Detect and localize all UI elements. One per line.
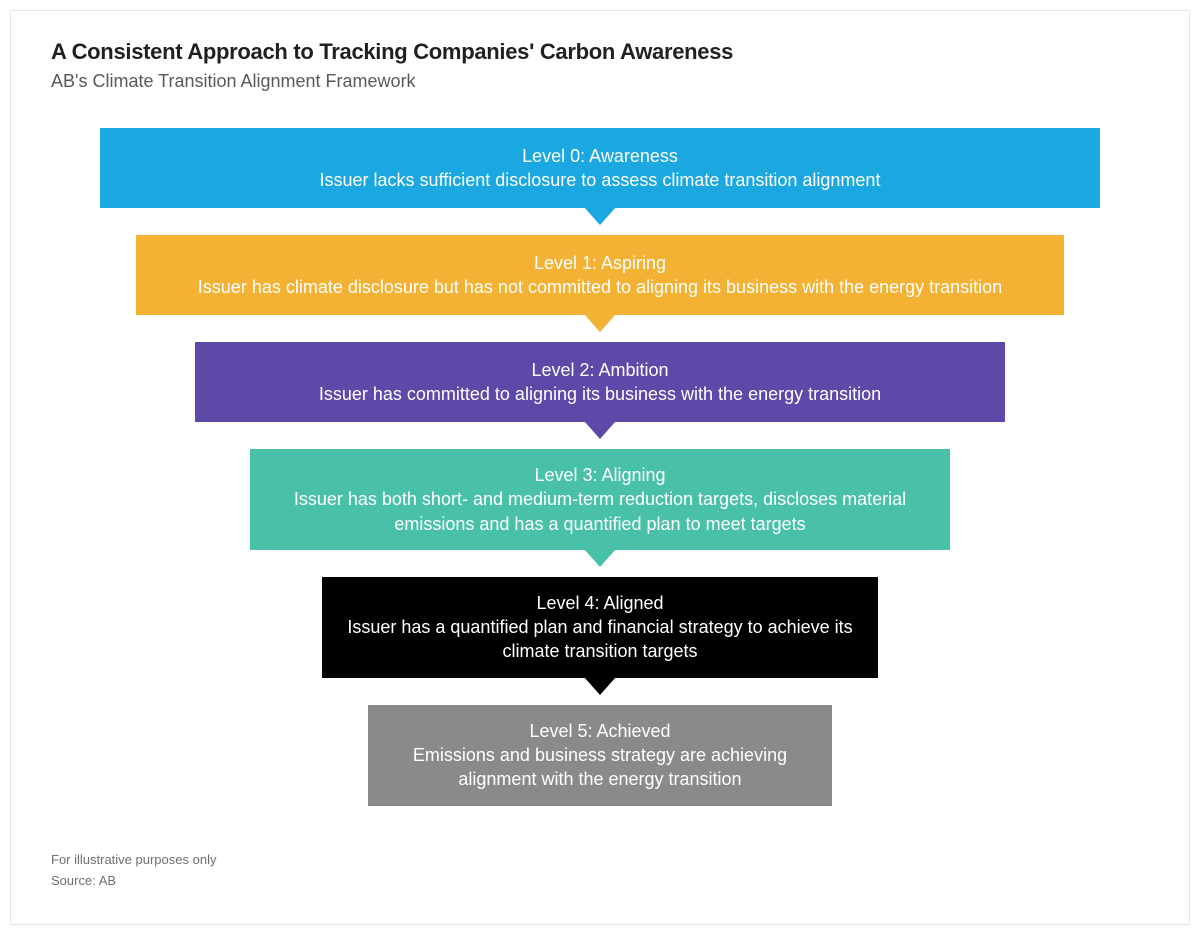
canvas: A Consistent Approach to Tracking Compan… — [0, 0, 1200, 935]
funnel-arrow-icon — [584, 549, 616, 567]
funnel-stage-description: Issuer has committed to aligning its bus… — [219, 382, 981, 406]
funnel-stage-level-4: Level 4: AlignedIssuer has a quantified … — [322, 577, 878, 678]
funnel-stage-description: Issuer has climate disclosure but has no… — [160, 275, 1040, 299]
chart-title: A Consistent Approach to Tracking Compan… — [51, 39, 1149, 65]
funnel-stage-level-1: Level 1: AspiringIssuer has climate disc… — [136, 235, 1064, 315]
funnel-stage-description: Issuer has a quantified plan and financi… — [346, 615, 854, 664]
funnel-arrow-icon — [584, 314, 616, 332]
funnel-stage-level-label: Level 2: Ambition — [219, 358, 981, 382]
funnel-stage-level-label: Level 0: Awareness — [124, 144, 1076, 168]
funnel-arrow-icon — [584, 421, 616, 439]
funnel-stage-level-0: Level 0: AwarenessIssuer lacks sufficien… — [100, 128, 1100, 208]
footnote-source: Source: AB — [51, 871, 216, 892]
funnel-stage-level-2: Level 2: AmbitionIssuer has committed to… — [195, 342, 1005, 422]
funnel-stage-description: Emissions and business strategy are achi… — [392, 743, 808, 792]
funnel-stage-level-label: Level 3: Aligning — [274, 463, 926, 487]
funnel-stage-level-label: Level 5: Achieved — [392, 719, 808, 743]
funnel-stage-description: Issuer lacks sufficient disclosure to as… — [124, 168, 1076, 192]
footnotes: For illustrative purposes only Source: A… — [51, 850, 216, 892]
funnel-stage-level-3: Level 3: AligningIssuer has both short- … — [250, 449, 950, 550]
funnel-stage-level-label: Level 4: Aligned — [346, 591, 854, 615]
funnel-arrow-icon — [584, 207, 616, 225]
chart-subtitle: AB's Climate Transition Alignment Framew… — [51, 71, 1149, 92]
chart-panel: A Consistent Approach to Tracking Compan… — [10, 10, 1190, 925]
funnel-stage-description: Issuer has both short- and medium-term r… — [274, 487, 926, 536]
funnel-stage-level-label: Level 1: Aspiring — [160, 251, 1040, 275]
funnel-diagram: Level 0: AwarenessIssuer lacks sufficien… — [51, 128, 1149, 806]
footnote-illustrative: For illustrative purposes only — [51, 850, 216, 871]
funnel-arrow-icon — [584, 677, 616, 695]
funnel-stage-level-5: Level 5: AchievedEmissions and business … — [368, 705, 832, 806]
